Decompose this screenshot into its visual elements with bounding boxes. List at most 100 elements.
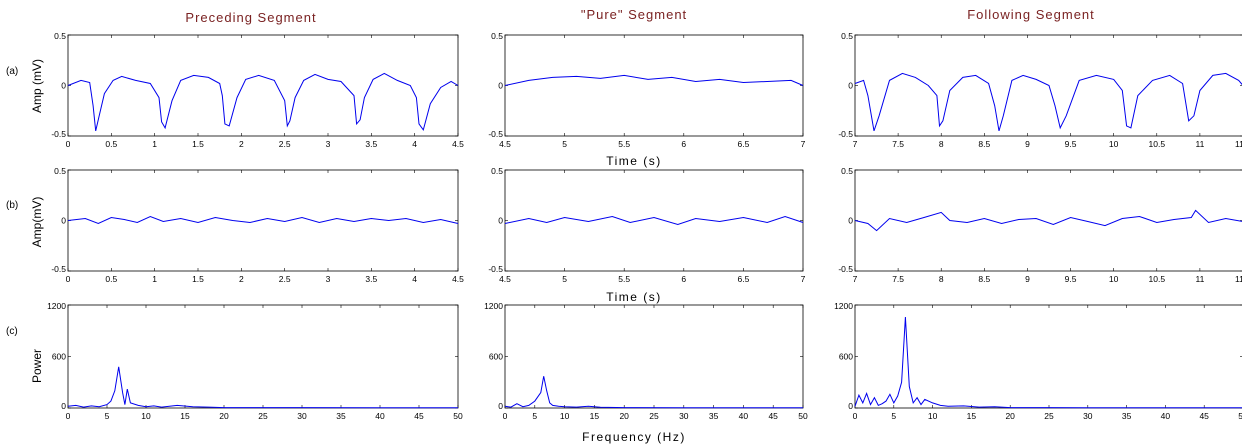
x-tick-label: 5.5 bbox=[618, 274, 630, 284]
y-tick-label: 600 bbox=[52, 352, 66, 362]
y-tick-label: -0.5 bbox=[488, 264, 503, 274]
x-tick-label: 20 bbox=[619, 411, 629, 421]
y-tick-label: 600 bbox=[489, 352, 503, 362]
x-tick-label: 1 bbox=[152, 274, 157, 284]
series-line bbox=[67, 366, 459, 409]
x-tick-label: 7.5 bbox=[892, 139, 904, 149]
y-tick-label: 0 bbox=[498, 216, 503, 226]
x-tick-label: 25 bbox=[258, 411, 268, 421]
y-tick-label: 0 bbox=[848, 216, 853, 226]
x-tick-label: 11 bbox=[1195, 139, 1204, 149]
x-tick-label: 0 bbox=[66, 274, 71, 284]
x-tick-label: 0.5 bbox=[105, 139, 117, 149]
y-tick-label: 0 bbox=[61, 216, 66, 226]
series-line bbox=[504, 376, 803, 409]
x-tick-label: 2.5 bbox=[279, 274, 291, 284]
x-tick-label: 7.5 bbox=[892, 274, 904, 284]
y-tick-label: -0.5 bbox=[51, 129, 66, 139]
x-tick-label: 15 bbox=[180, 411, 190, 421]
x-tick-label: 1.5 bbox=[192, 139, 204, 149]
x-tick-label: 4.5 bbox=[452, 274, 464, 284]
x-tick-label: 35 bbox=[336, 411, 346, 421]
row-label-a: (a) bbox=[6, 66, 18, 77]
x-tick-label: 5.5 bbox=[618, 139, 630, 149]
y-tick-label: 1200 bbox=[484, 301, 503, 311]
y-tick-label: 0 bbox=[848, 81, 853, 91]
x-tick-label: 5 bbox=[891, 411, 896, 421]
x-tick-label: 0.5 bbox=[105, 274, 117, 284]
x-tick-label: 4 bbox=[412, 139, 417, 149]
row-label-c: (c) bbox=[6, 326, 18, 337]
y-tick-label: 0.5 bbox=[491, 166, 503, 176]
x-tick-label: 4.5 bbox=[452, 139, 464, 149]
y-tick-label: 0 bbox=[848, 401, 853, 411]
x-tick-label: 11.5 bbox=[1235, 139, 1242, 149]
x-tick-label: 10 bbox=[560, 411, 570, 421]
column-title-preceding: Preceding Segment bbox=[185, 10, 316, 25]
panel-a3: 7 7.5 8 8.5 9 9.5 10 10.5 11 11.5 -0.5 0 0.5 bbox=[838, 31, 1242, 149]
y-tick-label: 0.5 bbox=[54, 31, 66, 41]
x-tick-label: 1.5 bbox=[192, 274, 204, 284]
x-tick-label: 25 bbox=[1044, 411, 1054, 421]
x-tick-label: 8.5 bbox=[978, 139, 990, 149]
x-tick-label: 15 bbox=[967, 411, 977, 421]
x-tick-label: 0 bbox=[503, 411, 508, 421]
x-tick-label: 4 bbox=[412, 274, 417, 284]
x-tick-label: 11 bbox=[1195, 274, 1204, 284]
x-tick-label: 40 bbox=[739, 411, 749, 421]
axes-frame bbox=[854, 304, 1242, 409]
x-tick-label: 5 bbox=[562, 274, 567, 284]
x-tick-label: 3.5 bbox=[365, 139, 377, 149]
y-tick-label: 600 bbox=[839, 352, 853, 362]
y-tick-label: 0 bbox=[61, 81, 66, 91]
x-tick-label: 15 bbox=[590, 411, 600, 421]
x-tick-label: 0 bbox=[853, 411, 858, 421]
x-tick-label: 30 bbox=[1083, 411, 1093, 421]
axes-frame bbox=[67, 304, 459, 409]
x-tick-label: 50 bbox=[1238, 411, 1242, 421]
panel-b2: 4.5 5 5.5 6 6.5 7 -0.5 0 0.5 bbox=[488, 166, 805, 284]
x-tick-label: 6.5 bbox=[737, 139, 749, 149]
panel-c3: 0 5 10 15 20 25 30 35 40 45 50 0 600 1200 bbox=[834, 301, 1242, 421]
x-tick-label: 45 bbox=[1199, 411, 1209, 421]
x-tick-label: 7 bbox=[853, 139, 858, 149]
x-tick-label: 10 bbox=[1109, 274, 1119, 284]
y-tick-label: 0 bbox=[498, 81, 503, 91]
panel-b3: 7 7.5 8 8.5 9 9.5 10 10.5 11 11.5 -0.5 0 0.5 bbox=[838, 166, 1242, 284]
axes-frame bbox=[854, 169, 1242, 272]
xlabel-row-c: Frequency (Hz) bbox=[582, 430, 686, 444]
x-tick-label: 25 bbox=[649, 411, 659, 421]
panel-a2: 4.5 5 5.5 6 6.5 7 -0.5 0 0.5 bbox=[488, 31, 805, 149]
x-tick-label: 35 bbox=[709, 411, 719, 421]
x-tick-label: 6 bbox=[681, 139, 686, 149]
y-tick-label: 0.5 bbox=[54, 166, 66, 176]
ylabel-row-b: Amp(mV) bbox=[30, 197, 44, 248]
axes-frame bbox=[504, 34, 804, 137]
y-tick-label: -0.5 bbox=[51, 264, 66, 274]
x-tick-label: 20 bbox=[1005, 411, 1015, 421]
x-tick-label: 10 bbox=[141, 411, 151, 421]
series-line bbox=[504, 74, 804, 86]
series-line bbox=[67, 215, 459, 225]
x-tick-label: 10.5 bbox=[1149, 274, 1166, 284]
panel-c2: 0 5 10 15 20 25 30 35 40 45 50 0 600 1200 bbox=[484, 301, 808, 421]
x-tick-label: 40 bbox=[375, 411, 385, 421]
x-tick-label: 45 bbox=[768, 411, 778, 421]
series-line bbox=[504, 215, 804, 226]
panel-a1: 0 0.5 1 1.5 2 2.5 3 3.5 4 4.5-0.500.5 bbox=[51, 31, 464, 149]
y-tick-label: -0.5 bbox=[838, 129, 853, 139]
y-tick-label: -0.5 bbox=[488, 129, 503, 139]
x-tick-label: 0 bbox=[66, 411, 71, 421]
y-tick-label: 0.5 bbox=[841, 31, 853, 41]
x-tick-label: 7 bbox=[801, 274, 806, 284]
x-tick-label: 8 bbox=[939, 274, 944, 284]
x-tick-label: 5 bbox=[532, 411, 537, 421]
x-tick-label: 5 bbox=[562, 139, 567, 149]
x-tick-label: 30 bbox=[679, 411, 689, 421]
x-tick-label: 9 bbox=[1025, 274, 1030, 284]
ylabel-row-a: Amp (mV) bbox=[30, 59, 44, 113]
axes-frame bbox=[67, 34, 459, 137]
x-tick-label: 6.5 bbox=[737, 274, 749, 284]
x-tick-label: 9.5 bbox=[1065, 139, 1077, 149]
column-title-following: Following Segment bbox=[967, 7, 1095, 22]
